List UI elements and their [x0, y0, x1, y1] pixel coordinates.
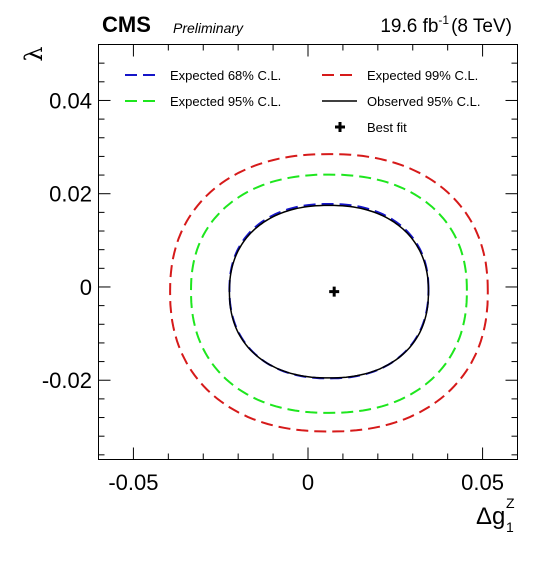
legend-label-bestfit: Best fit: [367, 120, 407, 135]
legend-swatch-bestfit: [335, 122, 345, 132]
axis-ticks: [98, 44, 518, 460]
lumi-value: 19.6 fb: [380, 16, 438, 37]
lumi-energy: (8 TeV): [451, 16, 512, 37]
y-tick-label: 0.04: [49, 88, 92, 113]
tick-labels: -0.05 0 0.05 -0.02 0 0.02 0.04: [42, 88, 504, 495]
legend-label-obs95: Observed 95% C.L.: [367, 94, 480, 109]
legend-label-exp68: Expected 68% C.L.: [170, 68, 281, 83]
x-tick-label: 0.05: [461, 470, 504, 495]
contour-curves: [169, 153, 489, 433]
y-tick-label: 0.02: [49, 182, 92, 207]
y-axis-label: λ: [20, 46, 48, 61]
contour-expected-95-c-l: [189, 173, 468, 414]
x-axis-label-sub: 1: [506, 519, 514, 535]
y-tick-label: 0: [80, 275, 92, 300]
y-tick-label: -0.02: [42, 368, 92, 393]
experiment-label: CMS: [102, 12, 151, 37]
legend: Expected 68% C.L. Expected 99% C.L. Expe…: [125, 68, 480, 135]
x-tick-label: 0: [302, 470, 314, 495]
contour-expected-99-c-l: [169, 153, 489, 433]
contour-expected-68-c-l: [228, 203, 430, 380]
x-tick-label: -0.05: [108, 470, 158, 495]
x-axis-label: Δg: [476, 503, 505, 530]
lumi-label: 19.6 fb-1 (8 TeV): [380, 13, 512, 37]
best-fit-cross: [329, 286, 340, 297]
best-fit-marker: [329, 286, 340, 297]
contour-observed-95-c-l: [228, 204, 430, 379]
status-label: Preliminary: [173, 20, 244, 36]
legend-label-exp99: Expected 99% C.L.: [367, 68, 478, 83]
legend-label-exp95: Expected 95% C.L.: [170, 94, 281, 109]
lumi-exponent: -1: [438, 13, 449, 27]
x-axis-label-sup: Z: [506, 495, 515, 511]
